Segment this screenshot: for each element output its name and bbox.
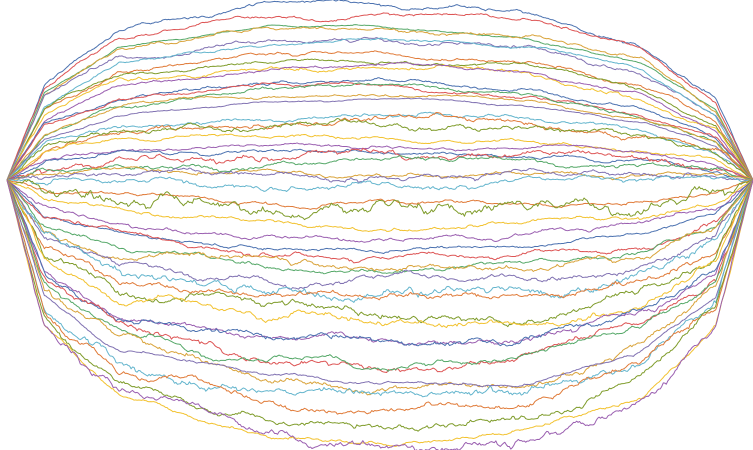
series-line-47: [6, 179, 753, 415]
series-line-45: [6, 179, 753, 388]
series-line-26: [6, 173, 753, 192]
series-line-25: [6, 167, 753, 183]
series-line-42: [6, 179, 753, 373]
series-line-13: [6, 82, 753, 181]
series-line-38: [6, 179, 753, 328]
series-line-8: [6, 58, 753, 181]
series-line-49: [6, 179, 753, 447]
series-line-32: [6, 179, 753, 264]
series-line-46: [6, 179, 753, 398]
series-line-16: [6, 111, 753, 181]
series-line-18: [6, 117, 753, 181]
series-line-28: [6, 179, 753, 221]
series-line-11: [6, 77, 753, 181]
series-line-5: [6, 36, 753, 181]
series-line-30: [6, 179, 753, 243]
series-line-22: [6, 147, 753, 181]
series-line-2: [6, 12, 753, 181]
series-line-35: [6, 179, 753, 290]
series-line-3: [6, 24, 753, 181]
series-line-31: [6, 179, 753, 255]
series-line-24: [6, 166, 753, 181]
series-line-27: [6, 179, 753, 210]
series-line-36: [6, 179, 753, 303]
series-line-21: [6, 148, 753, 181]
series-line-37: [6, 179, 753, 301]
series-line-23: [6, 155, 753, 181]
series-line-48: [6, 179, 753, 432]
series-line-4: [6, 26, 753, 181]
series-line-10: [6, 61, 753, 181]
series-line-14: [6, 94, 753, 181]
series-line-15: [6, 97, 753, 181]
series-line-20: [6, 142, 753, 181]
series-line-33: [6, 179, 753, 275]
series-line-7: [6, 50, 753, 181]
series-line-29: [6, 179, 753, 233]
series-line-39: [6, 179, 753, 329]
series-line-6: [6, 37, 753, 181]
series-line-41: [6, 179, 753, 347]
series-line-44: [6, 179, 753, 396]
series-line-34: [6, 179, 753, 272]
series-group: [6, 0, 753, 450]
series-line-1: [6, 0, 753, 181]
series-line-9: [6, 64, 753, 181]
series-line-50: [6, 179, 753, 450]
series-line-40: [6, 179, 753, 346]
